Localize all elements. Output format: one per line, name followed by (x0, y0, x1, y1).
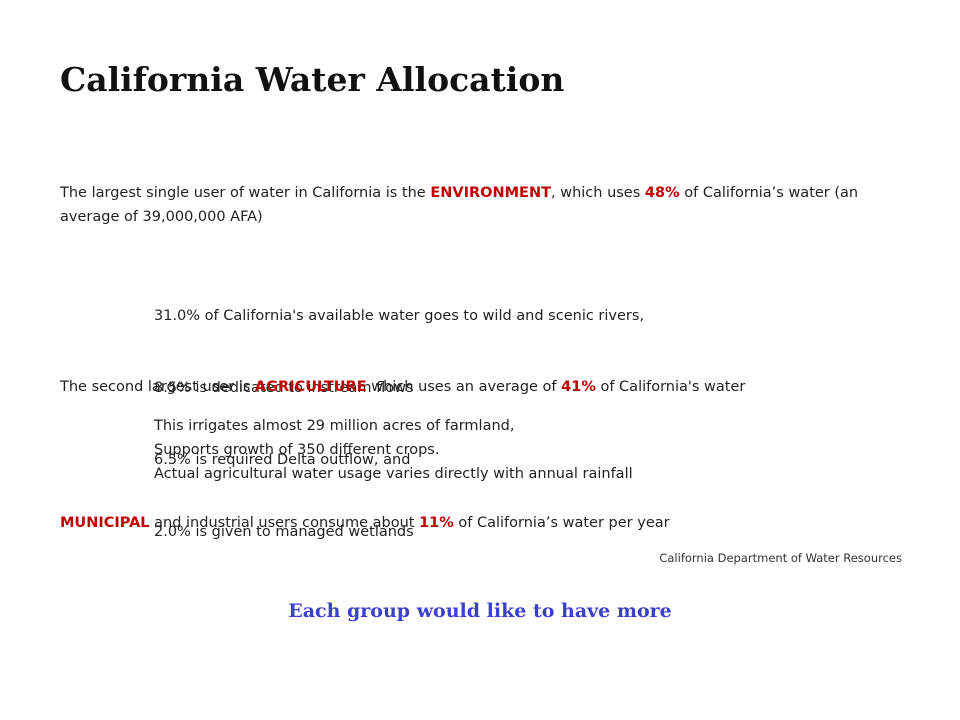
environment-breakdown-list: 31.0% of California's available water go… (154, 256, 894, 592)
environment-text-3: of California’s water (an average of 39,… (60, 185, 859, 225)
municipal-paragraph: MUNICIPAL and industrial users consume a… (60, 511, 880, 535)
municipal-keyword: MUNICIPAL (60, 515, 150, 531)
agriculture-keyword: AGRICULTURE (254, 379, 367, 395)
agriculture-details-list: This irrigates almost 29 million acres o… (154, 414, 894, 486)
agriculture-text-1: The second largest user is (60, 379, 255, 395)
environment-breakdown-item: 8.5% is dedicated to instream flows (154, 380, 414, 396)
environment-breakdown-item: 31.0% of California's available water go… (154, 308, 645, 324)
agriculture-text-3: of California's water (595, 379, 746, 395)
environment-paragraph: The largest single user of water in Cali… (60, 181, 880, 229)
environment-keyword: ENVIRONMENT (430, 185, 551, 201)
agriculture-detail-item: Supports growth of 350 different crops. (154, 442, 440, 458)
municipal-text-1: and industrial users consume about (149, 515, 420, 531)
agriculture-percent: 41% (561, 379, 596, 395)
agriculture-detail-item: This irrigates almost 29 million acres o… (154, 418, 515, 434)
environment-text-2: , which uses (551, 185, 645, 201)
municipal-text-2: of California’s water per year (453, 515, 670, 531)
agriculture-text-2: which uses an average of (366, 379, 562, 395)
slide-title: California Water Allocation (60, 60, 565, 99)
environment-text-1: The largest single user of water in Cali… (60, 185, 431, 201)
environment-percent: 48% (644, 185, 680, 201)
environment-breakdown-item: 2.0% is given to managed wetlands (154, 524, 414, 540)
environment-breakdown-item: 6.5% is required Delta outflow, and (154, 452, 411, 468)
source-citation: California Department of Water Resources (659, 551, 902, 565)
agriculture-detail-item: Actual agricultural water usage varies d… (154, 466, 633, 482)
footer-callout: Each group would like to have more (288, 600, 672, 622)
municipal-percent: 11% (419, 515, 454, 531)
agriculture-paragraph: The second largest user is AGRICULTURE w… (60, 375, 880, 399)
